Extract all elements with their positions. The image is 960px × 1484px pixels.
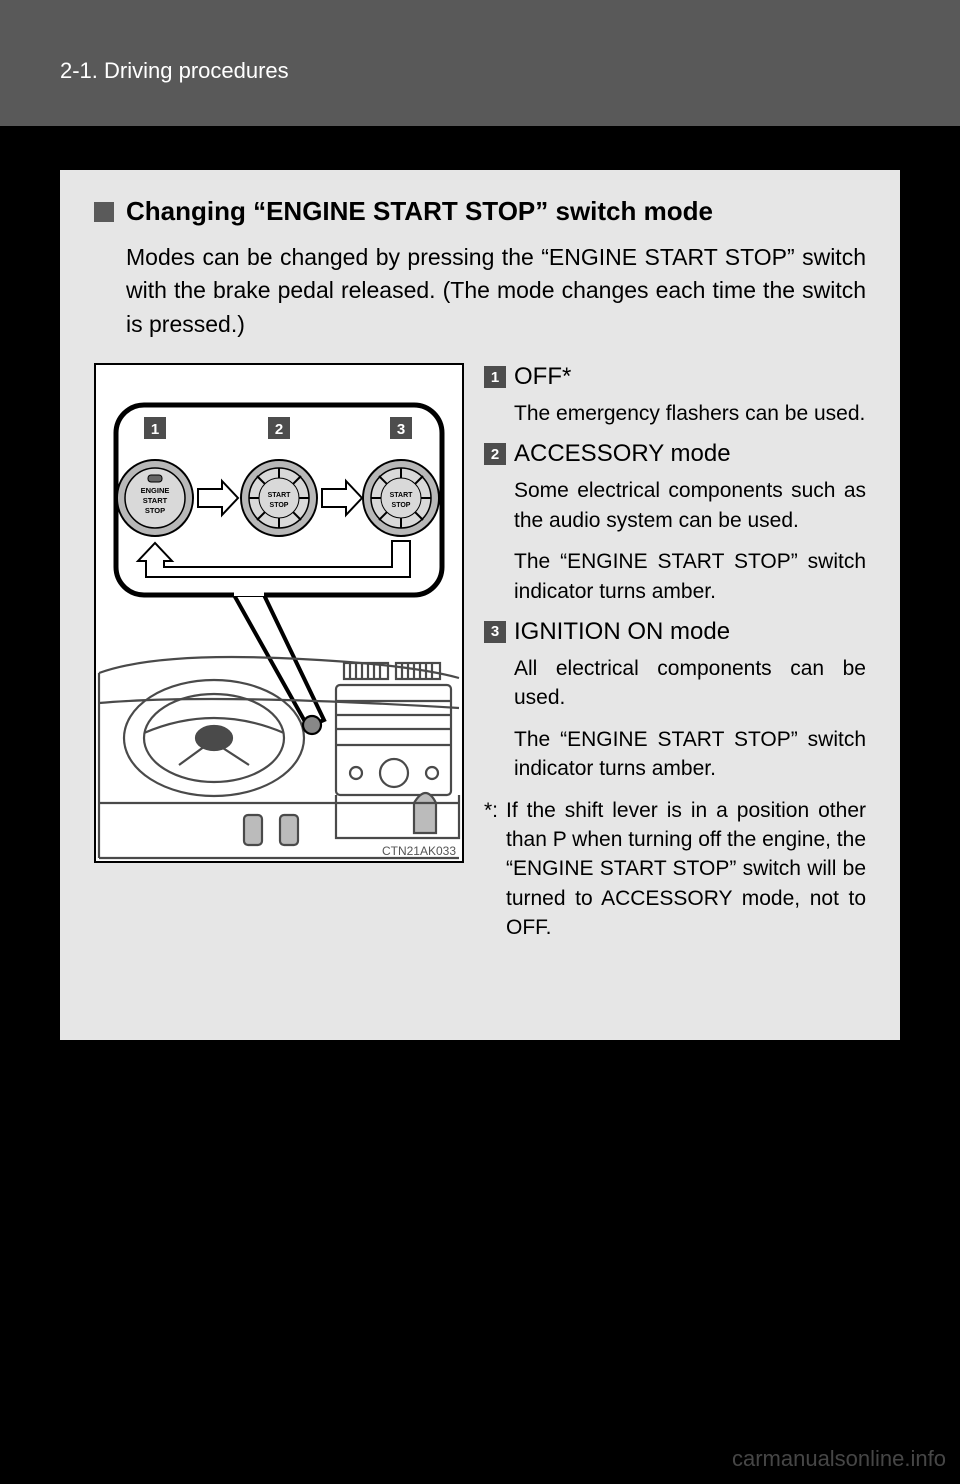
footnote-marker: *:: [484, 796, 506, 943]
mode-title-accessory: ACCESSORY mode: [514, 440, 731, 468]
figure-ref-code: CTN21AK033: [382, 844, 456, 858]
num-badge-3: 3: [484, 621, 506, 643]
svg-text:START: START: [268, 492, 292, 499]
engine-button-2: START STOP: [241, 460, 317, 536]
svg-text:STOP: STOP: [270, 502, 289, 509]
footnote: *: If the shift lever is in a position o…: [484, 796, 866, 943]
svg-text:STOP: STOP: [145, 506, 165, 515]
mode-item-off: 1 OFF* The emergency flashers can be use…: [484, 363, 866, 428]
watermark: carmanualsonline.info: [732, 1446, 946, 1472]
content-panel: Changing “ENGINE START STOP” switch mode…: [60, 170, 900, 1040]
mode-title-ignition: IGNITION ON mode: [514, 618, 730, 646]
mode-desc: The emergency flashers can be used.: [514, 399, 866, 428]
mode-item-ignition: 3 IGNITION ON mode All electrical compon…: [484, 618, 866, 784]
callout-1: 1: [151, 421, 159, 438]
mode-desc: Some electrical components such as the a…: [514, 476, 866, 535]
two-column-layout: 1 2 3 ENGINE START STO: [94, 363, 866, 942]
mode-desc: All electrical components can be used.: [514, 654, 866, 713]
modes-column: 1 OFF* The emergency flashers can be use…: [484, 363, 866, 942]
mode-item-accessory: 2 ACCESSORY mode Some electrical compone…: [484, 440, 866, 606]
svg-text:START: START: [390, 492, 414, 499]
figure-diagram: 1 2 3 ENGINE START STO: [94, 363, 464, 942]
svg-text:ENGINE: ENGINE: [141, 486, 170, 495]
callout-3: 3: [397, 421, 405, 438]
num-badge-1: 1: [484, 366, 506, 388]
mode-desc: The “ENGINE START STOP” switch indicator…: [514, 547, 866, 606]
heading-bullet-icon: [94, 202, 114, 222]
engine-button-1: ENGINE START STOP: [117, 460, 193, 536]
heading-row: Changing “ENGINE START STOP” switch mode: [94, 196, 866, 227]
num-badge-2: 2: [484, 443, 506, 465]
mode-desc: The “ENGINE START STOP” switch indicator…: [514, 725, 866, 784]
section-label: 2-1. Driving procedures: [60, 58, 289, 84]
engine-button-3: START STOP: [363, 460, 439, 536]
heading-text: Changing “ENGINE START STOP” switch mode: [126, 196, 713, 227]
callout-2: 2: [275, 421, 283, 438]
intro-paragraph: Modes can be changed by pressing the “EN…: [126, 241, 866, 341]
footnote-text: If the shift lever is in a position othe…: [506, 796, 866, 943]
svg-text:START: START: [143, 496, 168, 505]
mode-title-off: OFF*: [514, 363, 571, 391]
svg-text:STOP: STOP: [392, 502, 411, 509]
